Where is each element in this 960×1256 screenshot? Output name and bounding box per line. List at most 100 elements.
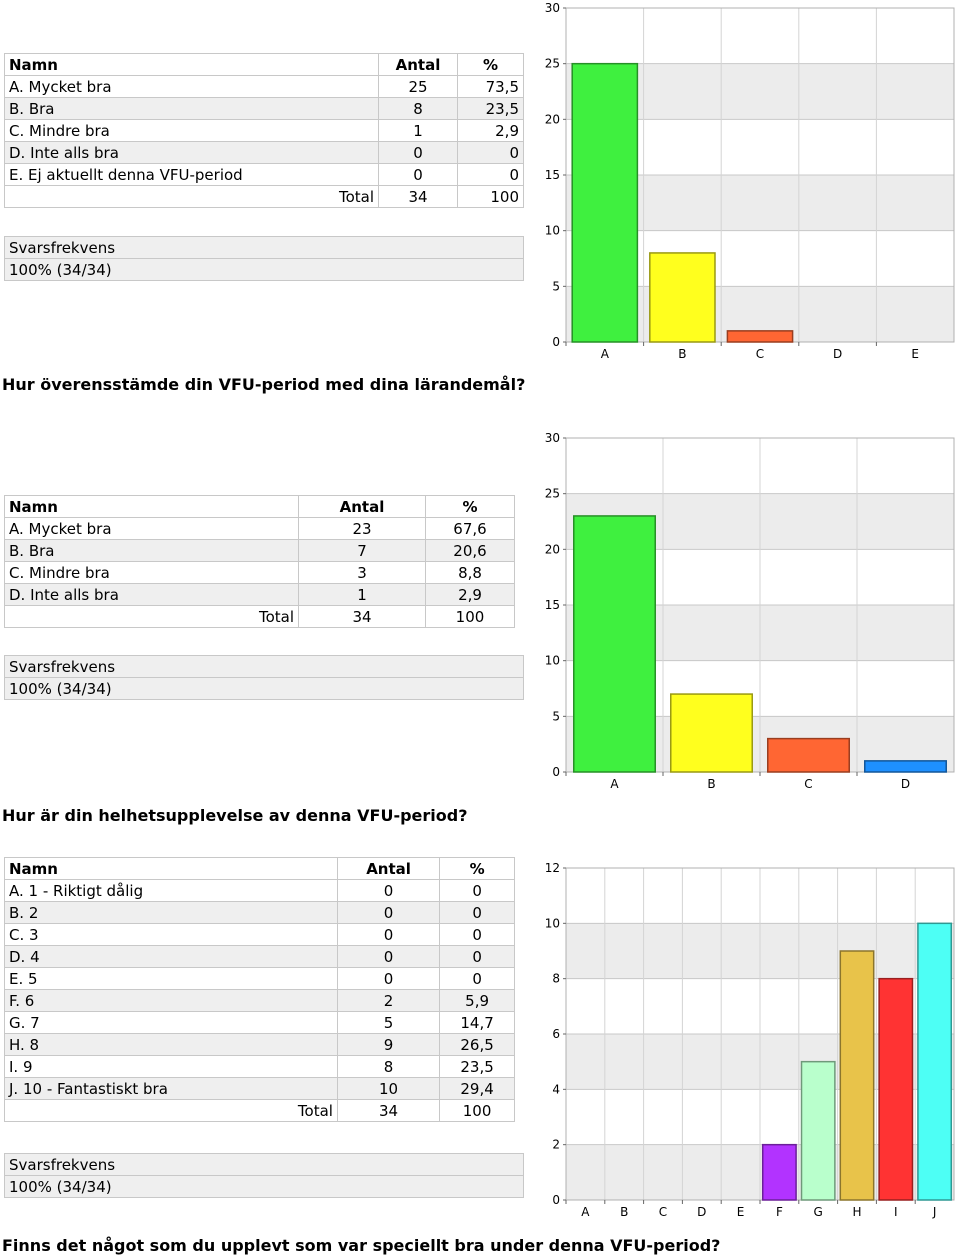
response-rate-table-2: Svarsfrekvens 100% (34/34) [4,655,524,700]
x-tick-label: I [894,1205,898,1219]
row-name: E. Ej aktuellt denna VFU-period [4,163,379,186]
y-tick-label: 0 [552,765,560,779]
response-rate-table-1: Svarsfrekvens 100% (34/34) [4,236,524,281]
bar-h [839,950,875,1201]
table-header-row: Namn Antal % [4,857,524,880]
row-count: 2 [336,989,441,1012]
y-tick-label: 0 [552,335,560,349]
bar-b [670,693,753,773]
response-rate-value: 100% (34/34) [4,258,524,281]
x-tick-label: C [804,777,812,791]
total-label: Total [4,1099,338,1122]
x-tick-label: A [610,777,619,791]
y-tick-label: 15 [545,598,560,612]
bar-d [864,760,947,773]
row-count: 5 [336,1011,441,1034]
x-tick-label: G [814,1205,823,1219]
row-percent: 73,5 [457,75,524,98]
header-antal: Antal [336,857,441,880]
row-percent: 0 [439,923,515,946]
row-percent: 0 [439,901,515,924]
bar-g [800,1060,836,1201]
row-name: C. Mindre bra [4,561,299,584]
x-tick-label: B [678,347,686,361]
x-tick-label: C [756,347,764,361]
table-row: I. 9 8 23,5 [4,1055,524,1078]
row-percent: 23,5 [439,1055,515,1078]
row-name: D. Inte alls bra [4,141,379,164]
x-tick-label: E [737,1205,745,1219]
row-name: C. Mindre bra [4,119,379,142]
table-row: A. 1 - Riktigt dålig 0 0 [4,879,524,902]
row-name: C. 3 [4,923,338,946]
row-percent: 0 [439,945,515,968]
y-tick-label: 8 [552,972,560,986]
row-count: 0 [336,945,441,968]
bar-i [878,977,914,1201]
table-total-row: Total 34 100 [4,1099,524,1122]
row-count: 0 [336,879,441,902]
bar-c [767,737,850,773]
table-row: B. Bra 8 23,5 [4,97,524,120]
total-count: 34 [336,1099,441,1122]
y-tick-label: 25 [545,57,560,71]
question-heading-3: Finns det något som du upplevt som var s… [2,1236,721,1255]
row-count: 0 [378,141,458,164]
table-row: A. Mycket bra 23 67,6 [4,517,524,540]
row-count: 23 [298,517,426,540]
y-tick-label: 30 [545,431,560,445]
results-table-1: Namn Antal % A. Mycket bra 25 73,5 B. Bra 8… [4,53,524,208]
y-tick-label: 5 [552,709,560,723]
x-tick-label: E [911,347,919,361]
row-name: D. 4 [4,945,338,968]
bar-chart-1: 0 5 10 15 20 25 30 A B C D E [545,1,955,361]
row-percent: 20,6 [425,539,515,562]
x-tick-label: A [601,347,610,361]
header-namn: Namn [4,495,299,518]
table-row: G. 7 5 14,7 [4,1011,524,1034]
table-row: D. Inte alls bra 0 0 [4,141,524,164]
row-count: 0 [336,967,441,990]
row-name: A. Mycket bra [4,517,299,540]
row-percent: 5,9 [439,989,515,1012]
x-tick-label: J [932,1205,937,1219]
table-row: C. Mindre bra 3 8,8 [4,561,524,584]
row-name: J. 10 - Fantastiskt bra [4,1077,338,1100]
grid-band [566,8,954,64]
table-row: C. Mindre bra 1 2,9 [4,119,524,142]
row-name: A. Mycket bra [4,75,379,98]
bar-c [726,330,794,343]
x-tick-label: A [581,1205,590,1219]
row-name: F. 6 [4,989,338,1012]
table-row: J. 10 - Fantastiskt bra 10 29,4 [4,1077,524,1100]
bar-chart-2: 0 5 10 15 20 25 30 A B C D [545,431,955,791]
bar-b [649,252,716,343]
bar-chart-3: 0 2 4 6 8 10 12 A B C D E F G H I J [545,861,955,1219]
row-percent: 23,5 [457,97,524,120]
row-percent: 14,7 [439,1011,515,1034]
header-antal: Antal [378,53,458,76]
x-tick-label: C [659,1205,667,1219]
row-percent: 0 [457,141,524,164]
question-heading-1: Hur överensstämde din VFU-period med din… [2,375,526,394]
y-tick-label: 5 [552,279,560,293]
table-total-row: Total 34 100 [4,605,524,628]
row-count: 9 [336,1033,441,1056]
row-name: H. 8 [4,1033,338,1056]
row-percent: 0 [457,163,524,186]
row-name: D. Inte alls bra [4,583,299,606]
total-percent: 100 [439,1099,515,1122]
row-name: B. Bra [4,539,299,562]
row-name: B. Bra [4,97,379,120]
header-percent: % [457,53,524,76]
row-count: 8 [336,1055,441,1078]
y-tick-label: 30 [545,1,560,15]
row-percent: 67,6 [425,517,515,540]
y-tick-label: 20 [545,112,560,126]
x-tick-label: F [776,1205,783,1219]
bar-j [917,922,953,1201]
question-heading-2: Hur är din helhetsupplevelse av denna VF… [2,806,468,825]
response-rate-value: 100% (34/34) [4,677,524,700]
row-count: 0 [378,163,458,186]
